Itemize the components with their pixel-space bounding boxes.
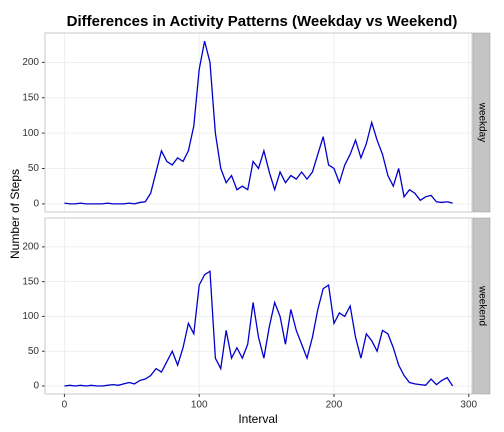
y-tick-label: 0	[33, 199, 39, 210]
x-tick-label: 100	[191, 400, 208, 411]
line	[64, 270, 454, 387]
strip	[472, 32, 491, 213]
y-tick-label: 100	[22, 128, 39, 139]
panel-border	[44, 32, 473, 213]
strip-label: weekday	[476, 102, 487, 142]
x-tick-label: 200	[326, 400, 343, 411]
y-tick-label: 200	[22, 57, 39, 68]
panel-border	[44, 217, 473, 395]
strip	[472, 217, 491, 395]
y-tick-label: 50	[28, 346, 40, 357]
x-axis-title: Interval	[238, 412, 277, 426]
y-tick-label: 50	[28, 163, 40, 174]
line	[64, 40, 453, 205]
y-tick-label: 200	[22, 242, 39, 253]
y-tick-label: 100	[22, 311, 39, 322]
panel	[45, 218, 472, 394]
panel	[45, 33, 472, 212]
strip-label: weekend	[476, 285, 487, 326]
x-tick-label: 300	[460, 400, 477, 411]
chart-title: Differences in Activity Patterns (Weekda…	[67, 13, 458, 30]
y-axis-title: Number of Steps	[8, 169, 22, 259]
x-tick-label: 0	[62, 400, 68, 411]
y-tick-label: 150	[22, 276, 39, 287]
y-tick-label: 150	[22, 92, 39, 103]
y-tick-label: 0	[33, 381, 39, 392]
